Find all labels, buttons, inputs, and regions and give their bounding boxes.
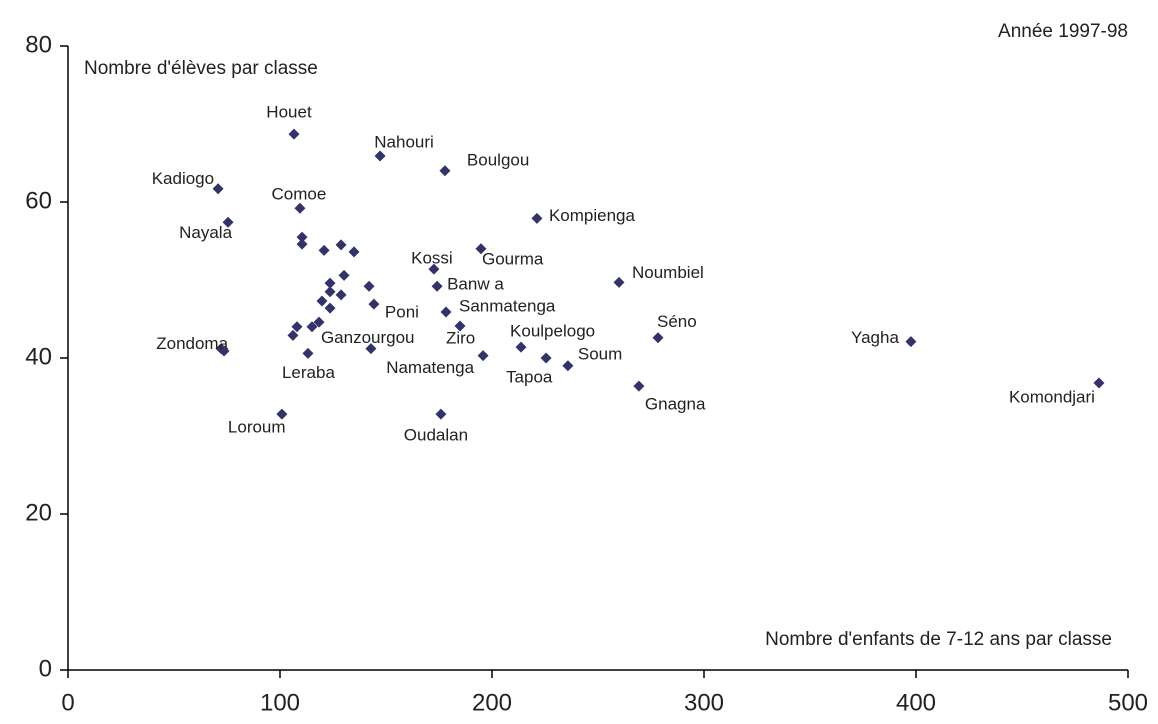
point-label: Tapoa [506,367,553,386]
point-label: Boulgou [467,150,529,169]
point-label: Nayala [179,223,232,242]
marker [365,343,377,355]
x-tick-label: 100 [260,689,300,716]
point-label: Leraba [282,363,335,382]
marker [287,329,299,341]
y-tick-label: 20 [25,499,52,526]
point-label: Banw a [447,275,504,294]
chart-title: Année 1997-98 [998,21,1128,42]
marker [515,341,527,353]
marker [222,216,234,228]
marker [363,280,375,292]
point-label: Kadiogo [152,169,214,188]
marker [296,231,308,243]
marker [652,332,664,344]
marker [374,150,386,162]
x-tick-label: 400 [896,689,936,716]
point-label: Komondjari [1009,387,1095,406]
marker [531,212,543,224]
point-label: Oudalan [404,426,468,445]
point-label: Noumbiel [632,263,704,282]
point-label: Gourma [482,249,544,268]
marker [335,239,347,251]
marker [316,295,328,307]
marker [306,321,318,333]
point-label: Ziro [446,329,475,348]
marker [1093,377,1105,389]
y-tick-label: 60 [25,187,52,214]
marker [276,408,288,420]
marker [428,263,440,275]
x-axis-label: Nombre d'enfants de 7-12 ans par classe [765,629,1112,650]
point-label: Soum [578,344,622,363]
marker [477,350,489,362]
marker [613,276,625,288]
point-label: Kossi [411,249,453,268]
point-label: Ganzourgou [321,328,415,347]
point-label: Yagha [851,328,899,347]
point-label: Sanmatenga [459,296,556,315]
y-axis-label: Nombre d'élèves par classe [84,58,318,79]
marker [905,336,917,348]
marker [368,298,380,310]
point-label: Comoe [272,185,327,204]
y-tick-label: 40 [25,343,52,370]
point-label: Séno [657,312,697,331]
marker [324,286,336,298]
point-label: Houet [266,103,312,122]
x-tick-label: 200 [472,689,512,716]
y-tick-label: 0 [39,655,52,682]
marker [338,269,350,281]
x-tick-label: 0 [61,689,74,716]
y-tick-label: 80 [25,31,52,58]
marker [291,321,303,333]
marker [302,347,314,359]
marker [348,246,360,258]
marker [324,302,336,314]
marker [540,352,552,364]
marker [440,306,452,318]
marker [562,360,574,372]
marker [431,280,443,292]
point-label: Nahouri [374,132,434,151]
marker [318,244,330,256]
x-tick-label: 500 [1108,689,1148,716]
marker [454,320,466,332]
marker [212,183,224,195]
point-label: Namatenga [386,358,474,377]
marker [439,165,451,177]
point-label: Gnagna [645,395,706,414]
point-label: Zondoma [156,334,228,353]
marker [313,316,325,328]
point-label: Koulpelogo [510,322,595,341]
marker [324,277,336,289]
x-tick-label: 300 [684,689,724,716]
point-label: Kompienga [549,206,636,225]
point-label: Poni [385,303,419,322]
marker [633,380,645,392]
point-label: Loroum [228,418,286,437]
marker [475,243,487,255]
marker [288,128,300,140]
marker [335,289,347,301]
marker [294,202,306,214]
marker [296,238,308,250]
marker [218,345,230,357]
marker [435,408,447,420]
